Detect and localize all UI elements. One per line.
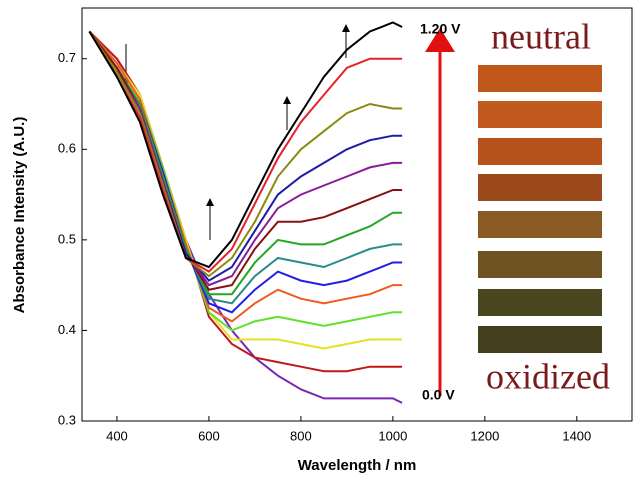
spectrum-line (88, 30, 403, 350)
spectrum-line (88, 30, 403, 282)
swatch (478, 174, 602, 201)
swatch (478, 101, 602, 128)
annotation: neutral (491, 16, 591, 56)
swatch (478, 65, 602, 92)
swatches (478, 65, 602, 353)
spectrum-line (88, 30, 403, 404)
spectrum-line (88, 30, 403, 278)
spectrum-line (88, 30, 403, 314)
annotation: oxidized (486, 356, 610, 396)
x-axis-label: Wavelength / nm (298, 457, 417, 474)
y-tick-label: 0.3 (58, 412, 76, 427)
x-tick-label: 600 (198, 428, 220, 443)
swatch (478, 138, 602, 165)
spectrum-line (88, 30, 403, 273)
y-tick-label: 0.7 (58, 50, 76, 65)
spectrum-line (88, 30, 403, 287)
swatch (478, 326, 602, 353)
swatch (478, 251, 602, 278)
spectrum-line (88, 30, 403, 296)
x-tick-label: 1200 (470, 428, 499, 443)
y-tick-label: 0.4 (58, 322, 76, 337)
x-tick-label: 400 (106, 428, 128, 443)
swatch (478, 211, 602, 238)
x-tick-label: 800 (290, 428, 312, 443)
plot-frame (81, 7, 633, 422)
annotation: 1.20 V (420, 21, 461, 37)
annotation: 0.0 V (422, 387, 455, 403)
x-tick-label: 1000 (378, 428, 407, 443)
spectrum-line (88, 21, 403, 269)
swatch (478, 289, 602, 316)
y-tick-label: 0.5 (58, 231, 76, 246)
x-tick-label: 1400 (562, 428, 591, 443)
y-axis-label: Absorbance Intensity (A.U.) (11, 117, 28, 314)
spectrum-line (88, 30, 403, 291)
y-tick-label: 0.6 (58, 141, 76, 156)
